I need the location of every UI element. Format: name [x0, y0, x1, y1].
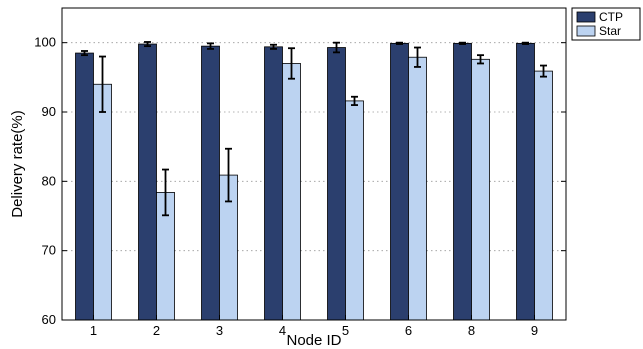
y-axis-title: Delivery rate(%) [9, 110, 26, 218]
bars-group [75, 42, 553, 321]
plot-area [62, 8, 566, 320]
x-axis: 1 2 3 4 5 6 8 9 [90, 315, 538, 338]
bar-star-node-1 [93, 83, 112, 321]
bar-ctp-node-4 [264, 46, 283, 321]
bar-star-node-8 [471, 58, 490, 321]
x-tick-label: 2 [153, 323, 160, 338]
x-tick-label: 4 [279, 323, 286, 338]
error-bar-ctp-node-2 [144, 41, 151, 48]
y-tick-label: 70 [42, 243, 56, 258]
error-bar-star-node-3 [225, 147, 232, 203]
error-bar-star-node-1 [99, 55, 106, 113]
error-bar-ctp-node-4 [270, 43, 277, 50]
error-bar-star-node-4 [288, 47, 295, 80]
bar-ctp-node-8 [453, 42, 472, 321]
y-tick-label: 90 [42, 104, 56, 119]
error-bar-ctp-node-1 [81, 50, 88, 57]
error-bar-ctp-node-6 [396, 41, 403, 45]
x-tick-label: 5 [342, 323, 349, 338]
error-bar-star-node-9 [540, 64, 547, 78]
error-bars-group [81, 41, 547, 217]
legend-swatch-star [576, 25, 596, 37]
y-axis: 60 70 80 90 100 [34, 35, 566, 327]
legend-swatch-ctp [576, 11, 596, 23]
error-bar-star-node-5 [351, 95, 358, 106]
x-tick-label: 6 [405, 323, 412, 338]
error-bar-star-node-8 [477, 54, 484, 65]
bar-ctp-node-5 [327, 47, 346, 321]
legend-label-ctp: CTP [599, 10, 623, 24]
bar-ctp-node-6 [390, 42, 409, 321]
legend-label-star: Star [599, 24, 621, 38]
error-bar-star-node-6 [414, 46, 421, 68]
error-bar-star-node-2 [162, 168, 169, 217]
legend: CTP Star [571, 7, 641, 41]
plot-frame [61, 7, 567, 321]
bar-star-node-6 [408, 56, 427, 321]
bar-ctp-node-2 [138, 43, 157, 321]
y-tick-label: 60 [42, 312, 56, 327]
x-tick-label: 1 [90, 323, 97, 338]
bar-star-node-9 [534, 70, 553, 321]
x-tick-label: 3 [216, 323, 223, 338]
error-bar-ctp-node-9 [522, 41, 529, 45]
x-axis-title: Node ID [286, 332, 341, 349]
error-bar-ctp-node-8 [459, 41, 466, 45]
bar-star-node-4 [282, 63, 301, 321]
x-tick-label: 9 [531, 323, 538, 338]
error-bar-ctp-node-5 [333, 41, 340, 54]
x-tick-label: 8 [468, 323, 475, 338]
error-bar-ctp-node-3 [207, 42, 214, 50]
bar-ctp-node-1 [75, 52, 94, 321]
y-tick-label: 100 [34, 35, 56, 50]
y-tick-label: 80 [42, 173, 56, 188]
bar-ctp-node-3 [201, 45, 220, 321]
bar-star-node-5 [345, 100, 364, 321]
bar-ctp-node-9 [516, 42, 535, 321]
